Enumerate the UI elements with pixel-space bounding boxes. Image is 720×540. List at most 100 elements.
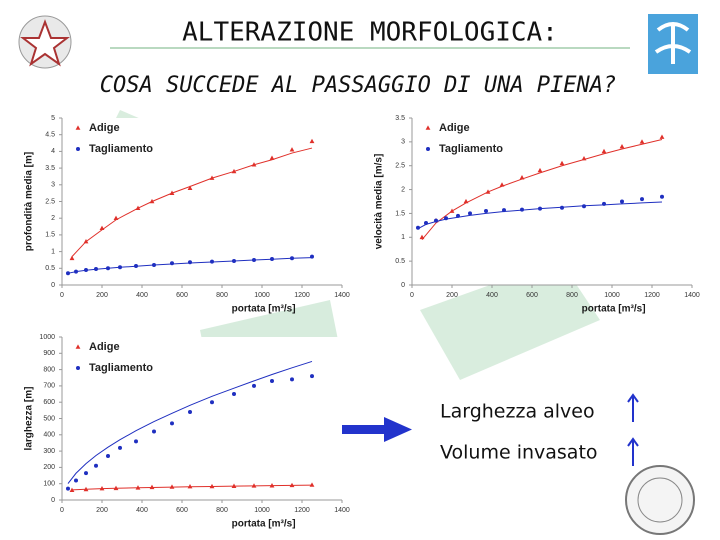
y-tick-label: 600 [43,399,55,406]
point [620,199,624,204]
fit-line [67,360,313,484]
note: Volume invasato [440,442,598,464]
y-tick-label: 900 [43,350,55,357]
point [309,138,315,144]
legend-label: Tagliamento [89,362,153,374]
point [94,463,98,468]
point [170,261,174,266]
x-tick-label: 0 [60,292,64,299]
point [74,269,78,274]
legend-marker [426,147,430,151]
x-tick-label: 0 [60,507,64,514]
point [134,263,138,268]
point [559,160,565,166]
x-axis-label: portata [m³/s] [232,304,296,315]
point [83,486,89,492]
point [290,377,294,382]
y-tick-label: 1 [51,248,55,255]
y-tick-label: 500 [43,415,55,422]
y-tick-label: 400 [43,432,55,439]
point [170,421,174,426]
y-tick-label: 2 [401,186,405,193]
point [74,478,78,483]
x-tick-label: 1200 [294,507,310,514]
point [659,134,665,139]
point [289,482,295,488]
point [99,225,105,231]
y-tick-label: 3.5 [395,115,405,122]
x-tick-label: 600 [526,292,538,299]
point [269,483,275,488]
point [499,182,505,187]
point [434,218,438,223]
point [484,209,488,214]
point [538,206,542,211]
x-tick-label: 400 [486,292,498,299]
big-arrow [302,417,412,442]
legend-marker [76,366,80,370]
point [468,211,472,216]
fit-line [417,201,663,230]
x-tick-label: 200 [96,507,108,514]
y-tick-label: 3 [401,139,405,146]
point [251,162,257,167]
legend-label: Adige [89,122,120,134]
note: Larghezza alveo [440,401,595,423]
y-tick-label: 2.5 [45,198,55,205]
point [270,379,274,384]
y-tick-label: 3 [51,182,55,189]
fit-line [67,257,313,274]
legend-marker [75,344,81,349]
y-tick-label: 0.5 [45,265,55,272]
legend-marker [425,125,431,130]
point [289,147,295,152]
point [83,238,89,244]
point [169,190,175,195]
legend-label: Adige [439,122,470,134]
point [537,167,543,173]
plot-area [62,337,342,500]
point [231,483,237,488]
point [601,148,607,154]
x-tick-label: 1400 [334,507,350,514]
point [187,185,193,190]
y-tick-label: 1 [401,234,405,241]
point [502,208,506,213]
point [310,374,314,379]
point [169,484,175,489]
point [602,201,606,206]
point [581,155,587,161]
point [69,487,75,493]
y-tick-label: 300 [43,448,55,455]
point [231,168,237,174]
point [210,400,214,405]
point [113,485,119,491]
point [135,205,141,210]
y-tick-label: 5 [51,115,55,122]
point [210,259,214,264]
point [149,198,155,204]
point [106,453,110,458]
point [66,271,70,276]
x-tick-label: 400 [136,292,148,299]
slide-subtitle: COSA SUCCEDE AL PASSAGGIO DI UNA PIENA? [100,73,617,98]
y-tick-label: 1.5 [45,232,55,239]
y-tick-label: 200 [43,464,55,471]
y-axis-label: velocità media [m/s] [374,154,385,250]
legend-marker [76,147,80,151]
y-tick-label: 1000 [39,334,55,341]
y-tick-label: 4 [51,148,55,155]
point [252,383,256,388]
x-tick-label: 400 [136,507,148,514]
point [149,484,155,490]
point [290,256,294,261]
point [424,220,428,225]
point [232,392,236,397]
y-tick-label: 3.5 [45,165,55,172]
point [152,429,156,434]
y-tick-label: 4.5 [45,132,55,139]
logo-right [648,14,698,74]
x-tick-label: 1200 [294,292,310,299]
fit-line [71,147,313,257]
point [416,225,420,230]
